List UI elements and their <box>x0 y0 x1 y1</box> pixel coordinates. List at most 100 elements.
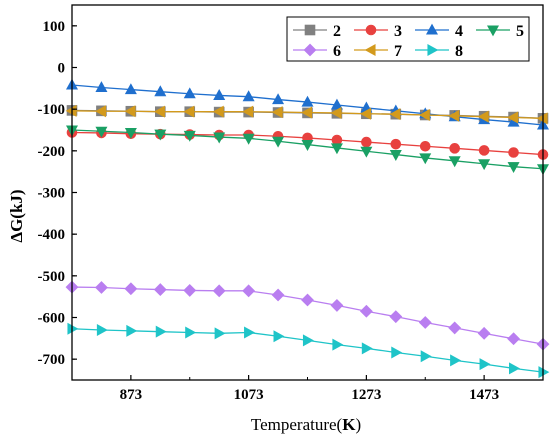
legend-label: 5 <box>516 23 524 40</box>
data-point <box>389 150 402 161</box>
data-point <box>272 136 285 148</box>
data-point <box>449 143 460 154</box>
data-point <box>390 138 402 150</box>
legend-label: 8 <box>455 43 463 60</box>
legend-marker <box>304 24 316 36</box>
data-point <box>155 325 167 338</box>
data-point <box>67 322 79 335</box>
y-axis-title: ΔG(kJ) <box>7 189 26 242</box>
data-point <box>302 334 314 347</box>
data-point <box>418 316 432 329</box>
data-point <box>361 342 373 355</box>
y-tick-label: 0 <box>58 61 66 77</box>
data-point <box>330 106 342 119</box>
data-point <box>183 130 196 142</box>
legend-item-3: 3 <box>354 23 402 40</box>
data-point <box>509 362 520 375</box>
series-layer <box>65 78 550 379</box>
data-point <box>536 112 548 125</box>
legend-item-2: 2 <box>293 23 341 40</box>
data-point <box>183 105 195 118</box>
data-point <box>242 133 255 145</box>
data-point <box>154 85 167 97</box>
data-point <box>507 111 519 124</box>
data-point <box>153 283 167 297</box>
legend-marker <box>303 43 317 57</box>
data-point <box>507 162 520 174</box>
y-tick-label: -200 <box>38 144 66 160</box>
legend-marker <box>486 25 500 37</box>
legend-marker <box>425 23 439 35</box>
data-point <box>332 338 344 351</box>
y-tick-label: -600 <box>38 311 66 327</box>
data-point <box>477 326 491 340</box>
data-point <box>389 108 401 121</box>
x-tick-label: 873 <box>120 387 143 403</box>
series-8 <box>67 322 550 379</box>
data-point <box>538 366 550 379</box>
data-point <box>301 140 314 151</box>
data-point <box>95 126 108 138</box>
data-point <box>507 332 520 346</box>
legend-item-4: 4 <box>415 23 463 40</box>
legend: 2 3 4 5 6 7 8 <box>286 16 530 62</box>
data-point <box>271 106 283 119</box>
data-point <box>124 282 138 296</box>
data-point <box>242 90 255 102</box>
y-tick-label: 100 <box>43 19 66 35</box>
legend-label: 2 <box>333 23 341 40</box>
data-point <box>361 136 372 148</box>
data-point <box>418 108 430 122</box>
data-point <box>212 284 226 298</box>
data-point <box>330 143 343 155</box>
series-7 <box>65 104 548 125</box>
data-point <box>508 147 519 158</box>
x-tick-label: 1073 <box>234 387 264 403</box>
data-point <box>360 107 371 120</box>
data-point <box>419 153 432 165</box>
x-tick-label: 1473 <box>469 387 499 403</box>
legend-item-6: 6 <box>293 43 341 60</box>
series-4 <box>65 78 550 130</box>
data-point <box>96 323 108 337</box>
data-point <box>448 109 460 122</box>
data-point <box>389 310 403 324</box>
data-point <box>213 132 226 144</box>
legend-item-8: 8 <box>415 43 463 60</box>
legend-label: 7 <box>394 43 402 60</box>
x-tick-label: 1273 <box>351 387 381 403</box>
data-point <box>479 358 491 371</box>
data-point <box>183 283 197 297</box>
data-point <box>330 98 343 110</box>
data-point <box>448 321 462 335</box>
data-point <box>330 298 344 312</box>
data-point <box>213 89 226 100</box>
data-point <box>153 105 165 118</box>
data-point <box>478 145 490 156</box>
data-point <box>124 127 137 139</box>
data-point <box>301 293 314 307</box>
data-point <box>273 330 285 343</box>
y-tick-label: -100 <box>38 102 66 118</box>
series-6 <box>65 280 550 351</box>
data-point <box>124 83 137 95</box>
data-point <box>301 95 314 107</box>
legend-marker <box>364 43 376 57</box>
legend-label: 6 <box>333 43 341 60</box>
data-point <box>359 304 373 318</box>
data-point <box>95 281 108 294</box>
x-axis-title: Temperature(K) <box>251 415 361 434</box>
data-point <box>242 284 256 298</box>
data-point <box>419 140 431 152</box>
legend-box <box>286 16 530 62</box>
data-point <box>126 324 138 337</box>
y-tick-label: -700 <box>38 352 66 368</box>
data-point <box>65 104 77 117</box>
legend-label: 3 <box>394 23 402 40</box>
data-point <box>124 105 136 118</box>
data-point <box>477 110 489 123</box>
data-point <box>154 129 167 141</box>
data-point <box>244 326 255 339</box>
